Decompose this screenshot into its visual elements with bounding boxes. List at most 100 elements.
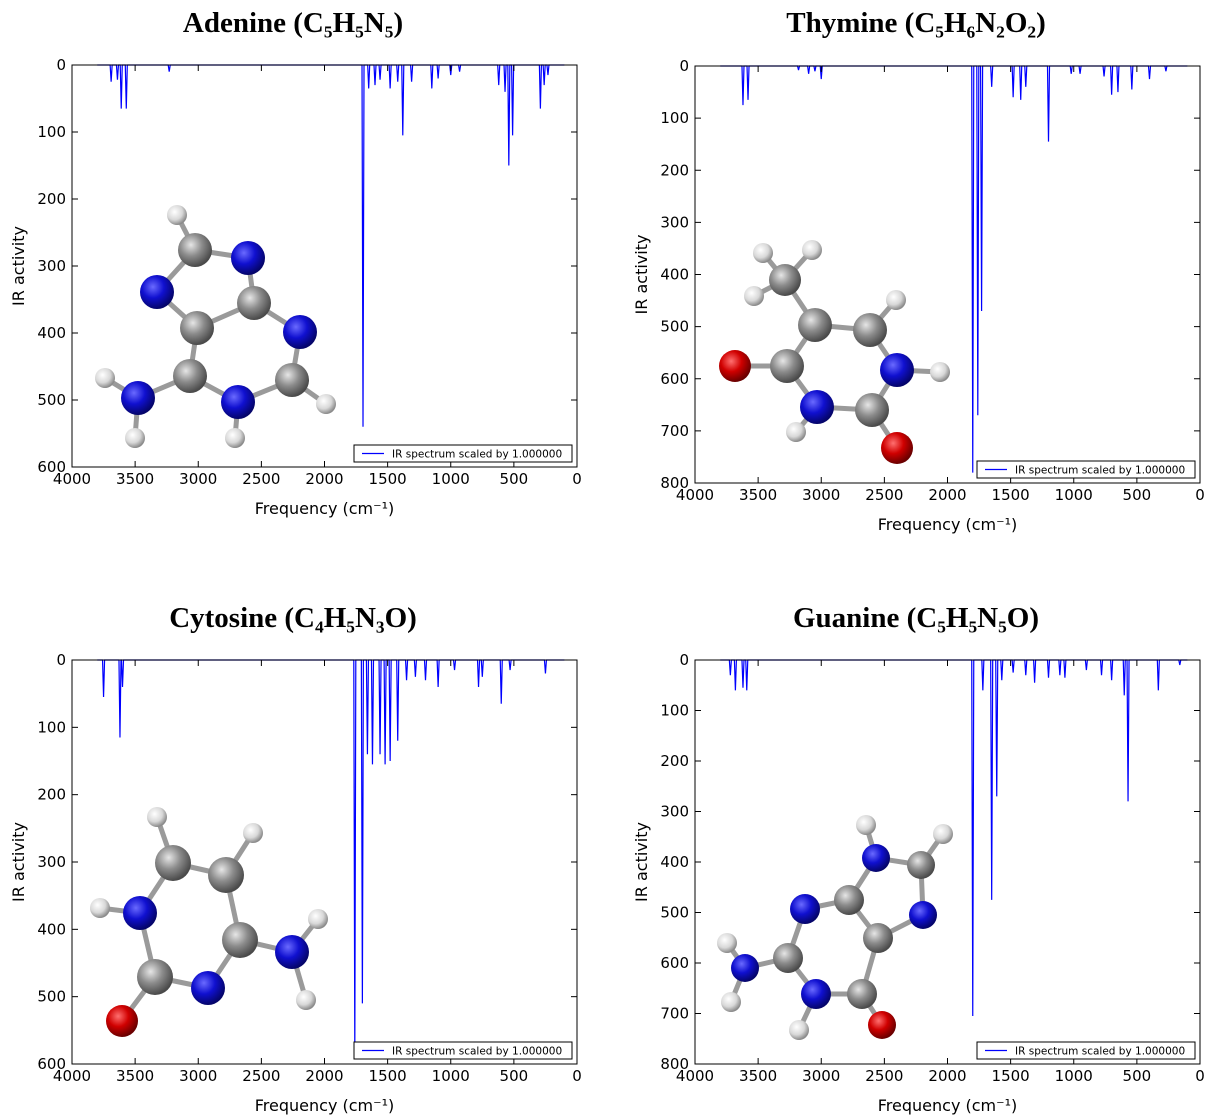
y-tick-label: 100 [660, 109, 689, 127]
y-tick-label: 500 [37, 391, 66, 409]
atom-n [909, 901, 937, 929]
legend-label: IR spectrum scaled by 1.000000 [392, 1046, 562, 1058]
atom-n [121, 381, 155, 415]
legend: IR spectrum scaled by 1.000000 [977, 461, 1195, 478]
x-tick-label: 1000 [1055, 1067, 1093, 1085]
y-tick-label: 200 [37, 190, 66, 208]
atom-h [95, 368, 115, 388]
atom-h [90, 898, 110, 918]
atom-h [856, 815, 876, 835]
atom-h [717, 933, 737, 953]
x-tick-label: 2500 [865, 1067, 903, 1085]
x-tick-label: 3500 [739, 1067, 777, 1085]
y-axis-label: IR activity [632, 822, 651, 902]
atom-h [802, 240, 822, 260]
y-tick-label: 200 [37, 786, 66, 804]
atom-h [786, 422, 806, 442]
atom-c [834, 885, 864, 915]
atom-c [769, 264, 801, 296]
atom-c [773, 943, 803, 973]
atom-n [221, 385, 255, 419]
x-tick-label: 500 [500, 1067, 529, 1085]
y-tick-label: 400 [37, 324, 66, 342]
atom-h [721, 992, 741, 1012]
x-tick-label: 2000 [928, 486, 966, 504]
plot-area [72, 660, 577, 1064]
atom-c [155, 845, 191, 881]
x-axis-label: Frequency (cm⁻¹) [878, 1096, 1017, 1115]
atom-h [296, 990, 316, 1010]
atom-c [180, 311, 214, 345]
y-tick-label: 700 [660, 422, 689, 440]
x-tick-label: 0 [572, 470, 582, 488]
x-tick-label: 0 [1195, 486, 1205, 504]
legend-label: IR spectrum scaled by 1.000000 [1015, 465, 1185, 477]
x-tick-label: 1500 [369, 470, 407, 488]
y-tick-label: 300 [37, 257, 66, 275]
x-tick-label: 1500 [992, 1067, 1030, 1085]
x-tick-label: 1000 [432, 470, 470, 488]
x-tick-label: 500 [500, 470, 529, 488]
x-tick-label: 3000 [179, 1067, 217, 1085]
atom-n [275, 935, 309, 969]
y-tick-label: 800 [660, 1055, 689, 1073]
y-tick-label: 0 [679, 57, 689, 75]
y-tick-label: 700 [660, 1005, 689, 1023]
chart-panel: Thymine (C₅H₆N₂O₂)4000350030002500200015… [632, 7, 1205, 534]
y-tick-label: 0 [679, 651, 689, 669]
x-tick-label: 3000 [802, 486, 840, 504]
y-tick-label: 400 [37, 920, 66, 938]
atom-o [881, 432, 913, 464]
legend: IR spectrum scaled by 1.000000 [354, 1042, 572, 1059]
x-tick-label: 3000 [802, 1067, 840, 1085]
atom-c [863, 923, 893, 953]
atom-n [731, 954, 759, 982]
y-axis-label: IR activity [9, 822, 28, 902]
atom-h [167, 205, 187, 225]
atom-c [770, 349, 804, 383]
y-tick-label: 100 [660, 702, 689, 720]
y-tick-label: 400 [660, 853, 689, 871]
x-tick-label: 2500 [242, 1067, 280, 1085]
x-tick-label: 0 [1195, 1067, 1205, 1085]
x-tick-label: 500 [1123, 1067, 1152, 1085]
atom-o [719, 350, 751, 382]
y-tick-label: 0 [56, 651, 66, 669]
y-axis-label: IR activity [9, 226, 28, 306]
x-tick-label: 2500 [865, 486, 903, 504]
y-tick-label: 300 [660, 803, 689, 821]
atom-h [933, 824, 953, 844]
y-tick-label: 100 [37, 123, 66, 141]
atom-n [140, 275, 174, 309]
x-tick-label: 0 [572, 1067, 582, 1085]
x-tick-label: 3000 [179, 470, 217, 488]
x-tick-label: 1500 [992, 486, 1030, 504]
atom-h [930, 362, 950, 382]
y-tick-label: 200 [660, 161, 689, 179]
atom-c [855, 393, 889, 427]
atom-c [178, 233, 212, 267]
atom-c [173, 359, 207, 393]
atom-o [868, 1011, 896, 1039]
atom-h [243, 823, 263, 843]
x-axis-label: Frequency (cm⁻¹) [255, 1096, 394, 1115]
figure: Adenine (C₅H₅N₅)400035003000250020001500… [0, 0, 1216, 1117]
atom-c [137, 959, 173, 995]
chart-title: Adenine (C₅H₅N₅) [183, 7, 403, 39]
atom-n [800, 390, 834, 424]
atom-h [886, 290, 906, 310]
atom-h [316, 394, 336, 414]
plot-area [695, 660, 1200, 1064]
y-tick-label: 600 [660, 954, 689, 972]
atom-h [147, 807, 167, 827]
atom-n [790, 894, 820, 924]
atom-n [801, 979, 831, 1009]
legend: IR spectrum scaled by 1.000000 [977, 1042, 1195, 1059]
atom-c [798, 308, 832, 342]
y-axis-label: IR activity [632, 235, 651, 315]
legend-label: IR spectrum scaled by 1.000000 [392, 449, 562, 461]
atom-n [191, 971, 225, 1005]
chart-title: Guanine (C₅H₅N₅O) [793, 602, 1039, 634]
atom-c [853, 313, 887, 347]
